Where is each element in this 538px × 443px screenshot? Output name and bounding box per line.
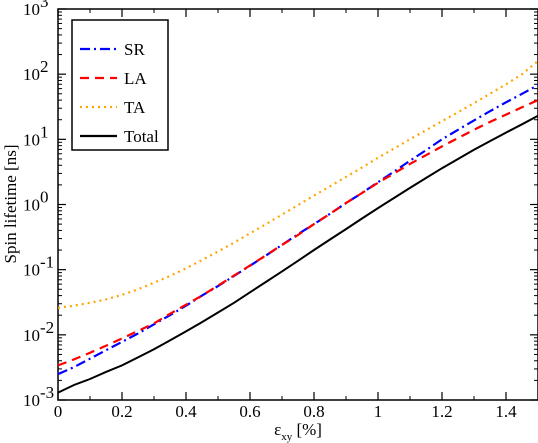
y-tick-exponent: -3	[40, 383, 54, 402]
y-tick-label: 10	[23, 130, 40, 149]
legend-box	[71, 19, 169, 151]
y-tick-base: 10	[23, 196, 40, 215]
x-tick-label: 0.8	[303, 402, 324, 421]
series-line-sr	[57, 84, 538, 376]
series-lines	[57, 60, 538, 394]
y-tick-base: 10	[23, 130, 40, 149]
y-tick-exponent: -1	[40, 253, 54, 272]
x-tick-label: 0.6	[239, 402, 260, 421]
x-axis-label-unit: [%]	[292, 420, 322, 439]
x-tick-label: 1	[374, 402, 383, 421]
x-axis-label-subscript: xy	[281, 431, 293, 443]
legend: SR LA TA Total	[71, 19, 169, 151]
x-axis-label: εxy [%]	[274, 420, 322, 443]
legend-label-total: Total	[124, 127, 159, 146]
y-axis-label: Spin lifetime [ns]	[1, 145, 20, 264]
y-tick-label: 10	[23, 326, 40, 345]
legend-label-la: LA	[124, 69, 147, 88]
x-tick-label: 0	[54, 402, 63, 421]
y-tick-base: 10	[23, 326, 40, 345]
y-tick-label: 10	[23, 196, 40, 215]
y-tick-exponent: -2	[40, 318, 54, 337]
x-tick-label: 0.2	[111, 402, 132, 421]
y-tick-base: 10	[23, 65, 40, 84]
x-tick-label: 1.2	[431, 402, 452, 421]
y-tick-base: 10	[23, 0, 40, 19]
y-tick-exponent: 2	[40, 57, 49, 76]
y-tick-base: 10	[23, 391, 40, 410]
x-tick-label: 0.4	[175, 402, 197, 421]
y-tick-label: 10	[23, 391, 40, 410]
series-line-total	[57, 114, 538, 394]
y-tick-exponent: 0	[40, 188, 49, 207]
legend-label-sr: SR	[124, 40, 145, 59]
x-axis-label-symbol: ε	[274, 420, 281, 439]
y-tick-label: 10	[23, 0, 40, 19]
series-line-la	[57, 99, 538, 367]
legend-label-ta: TA	[124, 98, 146, 117]
y-tick-label: 10	[23, 261, 40, 280]
y-tick-label: 10	[23, 65, 40, 84]
y-tick-exponent: 3	[40, 0, 49, 11]
x-tick-label: 1.4	[495, 402, 517, 421]
y-tick-exponent: 1	[40, 122, 49, 141]
y-tick-base: 10	[23, 261, 40, 280]
